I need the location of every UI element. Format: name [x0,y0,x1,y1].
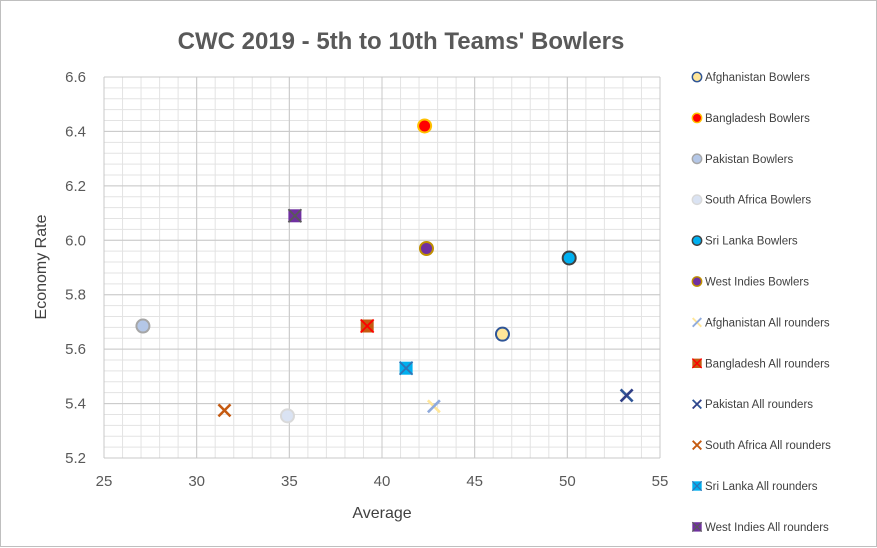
legend-label: West Indies All rounders [705,522,829,534]
legend-marker [691,521,703,533]
y-tick-label: 5.4 [65,396,86,413]
y-tick-label: 6.4 [65,123,86,140]
legend-item: Pakistan Bowlers [691,153,793,166]
legend-item: West Indies Bowlers [691,276,809,289]
legend-marker [691,235,703,247]
data-point [418,240,434,256]
axis-ticks: 25 30 35 40 45 50 55 5.2 5.4 5.6 5.8 6.0 6.2 6.4 6.6 [65,69,668,490]
x-tick-label: 45 [466,473,483,490]
legend-item: Sri Lanka All rounders [691,480,818,493]
legend-marker [691,153,703,165]
legend-label: Sri Lanka All rounders [705,481,818,493]
data-points [135,118,634,424]
x-tick-label: 25 [96,473,113,490]
legend-label: Bangladesh All rounders [705,358,830,370]
legend-marker [691,358,703,369]
x-axis-label: Average [352,505,411,522]
legend-label: Afghanistan Bowlers [705,72,810,84]
legend-label: South Africa All rounders [705,440,831,452]
data-point [417,118,433,134]
data-point [494,326,510,342]
legend-marker [691,71,703,83]
data-point [135,318,151,334]
y-axis-label: Economy Rate [33,214,50,319]
x-tick-label: 55 [652,473,669,490]
data-point [360,318,375,334]
legend-marker [692,440,702,451]
legend: Afghanistan Bowlers Bangladesh Bowlers Pak… [691,71,831,534]
legend-item: Afghanistan Bowlers [691,71,810,84]
legend-item: South Africa Bowlers [691,194,811,207]
data-point [561,250,577,266]
legend-label: Pakistan Bowlers [705,154,793,166]
x-tick-label: 35 [281,473,298,490]
legend-label: Afghanistan All rounders [705,317,830,329]
gridlines [103,76,661,459]
legend-item: West Indies All rounders [691,521,829,534]
legend-marker [691,112,703,124]
legend-item: Afghanistan All rounders [692,317,830,329]
y-tick-label: 6.2 [65,178,86,195]
y-tick-label: 6.0 [65,232,86,249]
legend-label: Bangladesh Bowlers [705,113,810,125]
data-point [287,208,303,223]
data-point [398,361,414,376]
legend-marker [692,317,702,328]
data-point [619,388,634,403]
legend-label: Sri Lanka Bowlers [705,236,798,248]
legend-item: Bangladesh All rounders [691,358,830,370]
y-tick-label: 6.6 [65,69,86,86]
legend-item: Pakistan All rounders [692,399,813,411]
legend-marker [692,399,702,410]
legend-marker [691,480,703,492]
chart-title: CWC 2019 - 5th to 10th Teams' Bowlers [178,28,625,55]
data-point [217,403,232,418]
legend-item: South Africa All rounders [692,440,831,452]
legend-marker [691,276,703,287]
y-tick-label: 5.8 [65,287,86,304]
legend-item: Sri Lanka Bowlers [691,235,798,248]
y-tick-label: 5.2 [65,450,86,467]
legend-label: Pakistan All rounders [705,399,813,411]
x-tick-label: 30 [188,473,205,490]
legend-item: Bangladesh Bowlers [691,112,810,125]
legend-label: West Indies Bowlers [705,277,809,289]
data-point [426,399,441,414]
y-tick-label: 5.6 [65,341,86,358]
x-tick-label: 50 [559,473,576,490]
legend-label: South Africa Bowlers [705,195,811,207]
data-point [279,408,295,424]
legend-marker [691,194,703,206]
x-tick-label: 40 [374,473,391,490]
